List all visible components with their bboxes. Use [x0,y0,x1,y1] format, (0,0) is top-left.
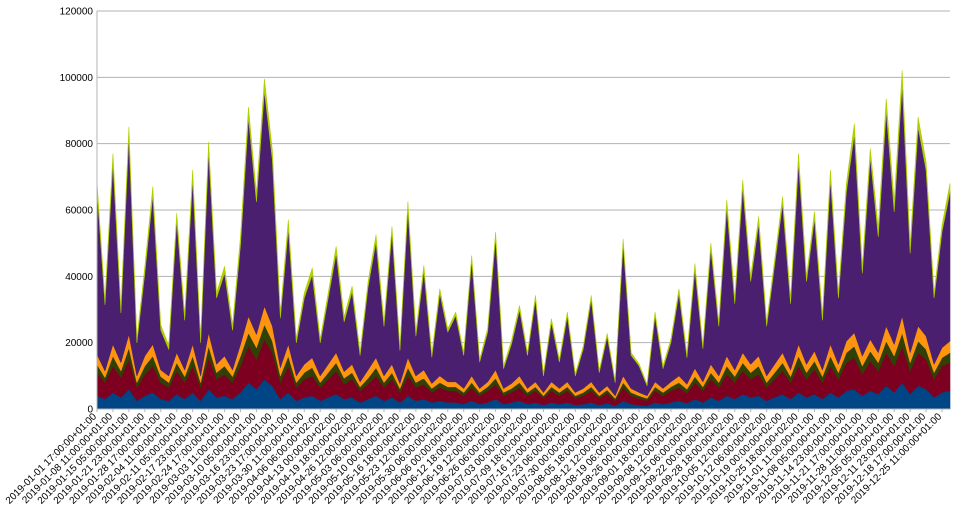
y-tick-label: 40000 [65,272,93,283]
y-tick-label: 60000 [65,206,93,217]
y-tick-label: 120000 [60,7,94,18]
y-tick-label: 80000 [65,139,93,150]
area [96,70,951,387]
y-tick-label: 0 [87,405,93,416]
area [96,83,951,397]
y-tick-label: 20000 [65,338,93,349]
y-tick-label: 100000 [60,73,94,84]
